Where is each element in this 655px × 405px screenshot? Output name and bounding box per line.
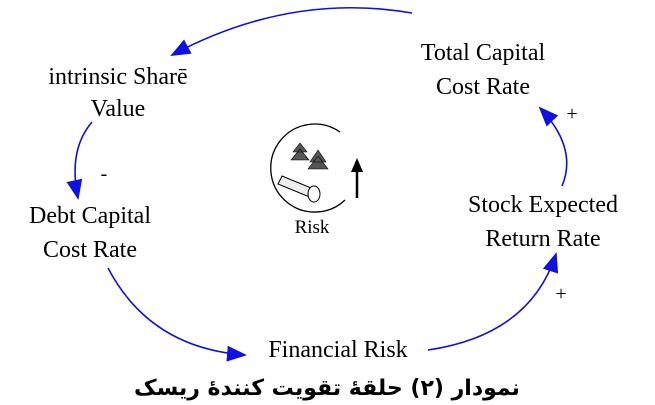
node-label: Financial Risk xyxy=(268,337,407,363)
node-label: Cost Rate xyxy=(436,74,530,100)
polarity: + xyxy=(555,283,566,305)
node-label: Return Rate xyxy=(485,226,600,252)
node-label: Value xyxy=(91,96,146,122)
caption: نمودار (۲) حلقهٔ تقویت کنندهٔ ریسک xyxy=(134,376,520,401)
link-arrow xyxy=(540,108,567,186)
node-label: Total Capital xyxy=(421,40,546,66)
node-label: intrinsic Sharē xyxy=(48,64,187,90)
link-arrow xyxy=(75,122,92,198)
node-label: Cost Rate xyxy=(43,237,137,263)
node-label: Stock Expected xyxy=(468,192,618,218)
page: Total Capital Cost Rate intrinsic Sharē … xyxy=(0,0,655,405)
link-arrow xyxy=(172,8,412,55)
polarity: - xyxy=(101,163,108,185)
causal-loop-diagram: Total Capital Cost Rate intrinsic Sharē … xyxy=(0,0,655,405)
loop-label: Risk xyxy=(295,217,330,238)
loop-icon xyxy=(271,124,363,212)
link-arrow xyxy=(428,254,556,350)
node-label: Debt Capital xyxy=(29,203,151,229)
link-arrow xyxy=(108,268,245,355)
polarity: + xyxy=(566,103,577,125)
